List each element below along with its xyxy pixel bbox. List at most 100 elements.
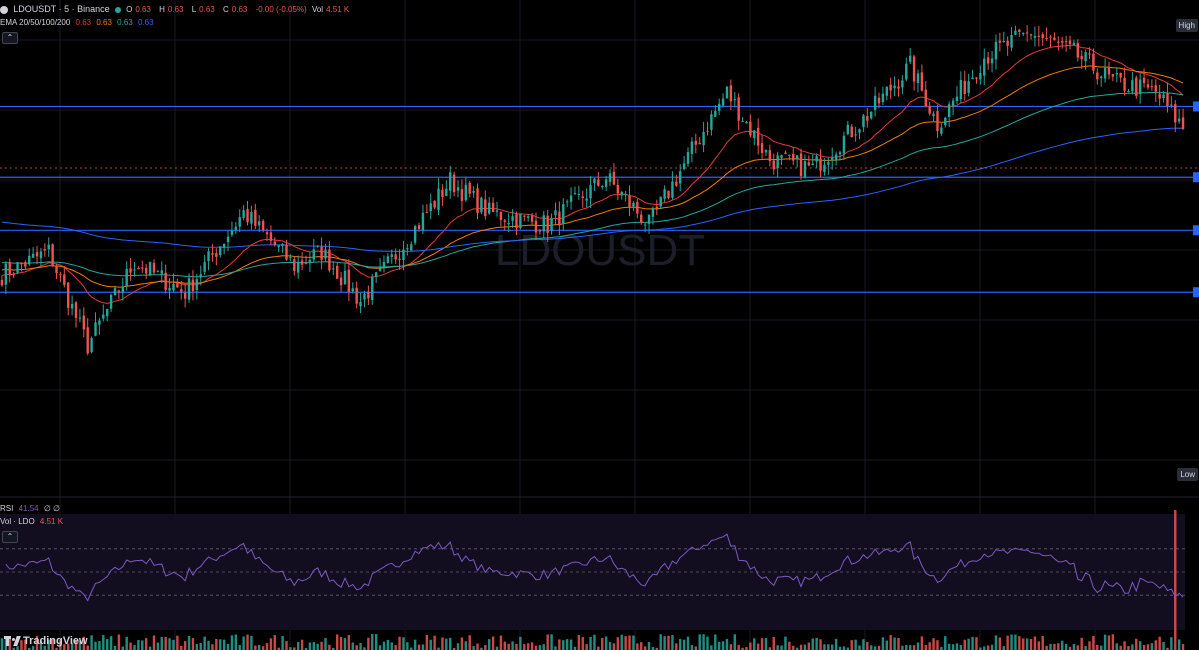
candle-body — [792, 153, 795, 161]
volume-bar — [546, 634, 549, 650]
candle-body — [363, 293, 366, 300]
volume-bar — [320, 641, 323, 650]
volume-bar — [312, 642, 315, 650]
volume-bar — [842, 646, 846, 650]
candle-body — [807, 162, 811, 166]
volume-bar — [449, 637, 452, 650]
candle-body — [28, 255, 31, 265]
volume-bar — [20, 640, 23, 650]
volume-bar — [219, 639, 222, 650]
candle-body — [640, 214, 643, 223]
candle-body — [940, 127, 943, 134]
volume-bar — [51, 639, 54, 650]
volume-bar — [4, 636, 8, 650]
candle-body — [406, 248, 409, 250]
volume-bar — [351, 642, 354, 650]
candle — [955, 86, 959, 104]
volume-bar — [343, 638, 347, 650]
candle — [721, 93, 725, 108]
volume-bar — [698, 634, 701, 650]
rsi-legend[interactable]: RSI 41.54 ∅ ∅ — [0, 503, 63, 514]
candle — [468, 180, 471, 198]
volume-bar — [105, 639, 109, 650]
collapse-pane-button[interactable]: ⌃ — [2, 531, 18, 543]
volume-bar — [355, 645, 358, 650]
candle-body — [43, 249, 47, 251]
candle-body — [425, 212, 429, 214]
volume-legend[interactable]: Vol · LDO 4.51 K — [0, 516, 66, 527]
tradingview-logo[interactable]: TradingView — [4, 635, 88, 647]
volume-bar — [986, 645, 990, 650]
volume-bar — [1014, 634, 1017, 650]
volume-bar — [230, 635, 234, 650]
candle-body — [986, 57, 990, 64]
volume-bar — [363, 647, 366, 650]
volume-bar — [1111, 634, 1115, 650]
symbol-title[interactable]: LDOUSDT · 5 · Binance — [13, 4, 110, 14]
candle — [125, 261, 128, 291]
volume-bar — [199, 643, 202, 650]
candle-body — [250, 212, 253, 224]
candle-body — [464, 184, 468, 201]
volume-bar — [803, 644, 807, 650]
candle — [203, 254, 206, 275]
candle-body — [105, 309, 109, 317]
candle — [222, 243, 226, 255]
ema-legend[interactable]: EMA 20/50/100/200 0.63 0.63 0.63 0.63 — [0, 17, 157, 28]
volume-bar — [756, 643, 760, 650]
candle-body — [117, 290, 121, 293]
horizontal-level-handle — [1193, 287, 1199, 298]
candle-body — [593, 178, 596, 183]
candle-body — [472, 190, 475, 193]
candle — [406, 243, 409, 256]
candle — [316, 245, 319, 248]
candle-body — [753, 130, 756, 138]
candle-body — [870, 111, 873, 119]
candle-body — [293, 259, 296, 271]
volume-bar — [1049, 643, 1052, 650]
volume-bar — [335, 634, 339, 650]
candle-body — [815, 156, 818, 162]
candle — [367, 285, 370, 306]
candle — [109, 293, 113, 313]
volume-bar — [1177, 639, 1181, 650]
candle-body — [577, 193, 581, 195]
candle-body — [534, 220, 538, 233]
volume-bar — [242, 636, 245, 650]
candle-body — [690, 141, 694, 154]
volume-bar — [1181, 644, 1185, 650]
candle — [788, 154, 791, 161]
volume-bar — [710, 645, 713, 650]
volume-bar — [647, 642, 651, 650]
ema-label[interactable]: EMA 20/50/100/200 — [0, 18, 71, 27]
volume-bar — [640, 642, 643, 650]
volume-bar — [523, 644, 526, 650]
volume-bar — [784, 636, 787, 650]
volume-bar — [402, 637, 405, 650]
candle-body — [304, 262, 308, 264]
candle — [601, 185, 604, 190]
collapse-legend-button[interactable]: ⌃ — [2, 32, 18, 44]
candle-body — [538, 230, 542, 232]
candle — [363, 290, 366, 308]
candle-body — [258, 221, 261, 226]
volume-bar — [1025, 638, 1029, 650]
volume-bar — [160, 636, 163, 650]
candle — [339, 271, 343, 292]
candle-body — [1150, 86, 1154, 88]
candle — [932, 111, 935, 122]
candle — [4, 261, 8, 295]
volume-bar — [1041, 636, 1044, 650]
candle — [893, 76, 896, 97]
candle — [1138, 73, 1142, 104]
candle — [449, 165, 452, 199]
candle-body — [659, 196, 662, 207]
candle-body — [183, 292, 187, 299]
volume-bar — [776, 645, 779, 650]
candle — [133, 261, 136, 277]
volume-bar — [749, 642, 752, 650]
volume-bar — [612, 643, 616, 650]
candle — [82, 307, 86, 338]
